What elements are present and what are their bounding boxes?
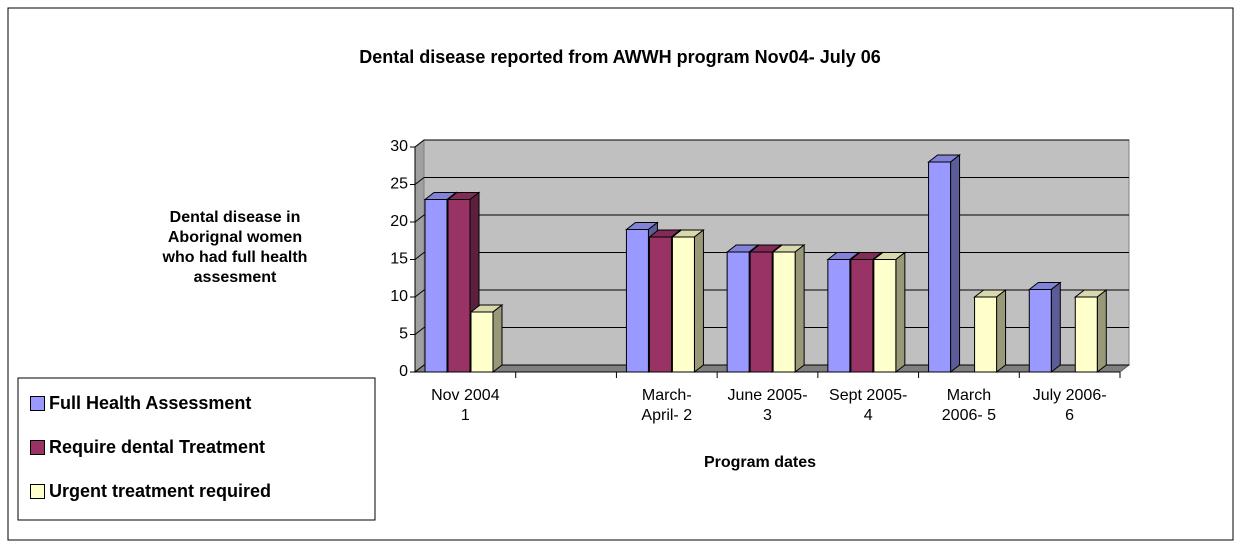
bar [625,229,649,373]
bar [726,251,750,373]
bar-side [1050,281,1061,374]
legend-swatch [30,396,45,411]
y-tick-label: 30 [390,138,408,155]
bar [974,296,998,373]
x-tick-label: Nov 2004 1 [431,387,500,424]
y-tick-label: 5 [399,326,408,343]
bar [671,236,695,373]
bar [928,161,952,373]
legend-box [17,377,376,521]
y-tick-label: 15 [390,251,408,268]
bar [447,199,471,373]
x-tick-label: July 2006- 6 [1032,387,1107,424]
bar [850,259,874,373]
grid-line-side [414,139,425,148]
legend-item: Urgent treatment required [30,481,271,502]
bar [648,236,672,373]
bar [1074,296,1098,373]
bar [424,199,448,373]
bar-side [693,228,704,374]
grid-line-side [414,214,425,223]
bar-side [895,251,906,374]
legend-label: Require dental Treatment [49,437,266,457]
x-tick-label: March 2006- 5 [941,387,997,424]
grid-line-side [414,252,425,260]
x-tick-label: Sept 2005- 4 [829,387,908,424]
bar [873,259,897,373]
grid-line-side [414,327,425,335]
y-tick-label: 0 [399,363,408,380]
y-tick-label: 20 [390,213,408,230]
bar [827,259,851,373]
y-axis-title: Dental disease in Aborignal women who ha… [162,209,308,286]
legend-item: Full Health Assessment [30,393,251,414]
bar-side [492,303,503,374]
chart-title: Dental disease reported from AWWH progra… [359,47,880,67]
x-tick-label: March- April- 2 [641,387,693,424]
legend-label: Full Health Assessment [49,393,252,413]
bar-side [794,243,805,374]
bar-side [950,153,961,374]
grid-line-side [414,289,425,298]
bar [1028,289,1052,373]
bar-side [996,288,1007,374]
legend-swatch [30,440,45,455]
legend-swatch [30,484,45,499]
legend-label: Urgent treatment required [49,481,272,501]
grid-line-side [414,177,425,185]
bar [470,311,494,373]
legend-item: Require dental Treatment [30,437,265,458]
bar [749,251,773,373]
grid-line-side [414,364,425,373]
y-tick-label: 10 [390,288,408,305]
bar-side [1096,288,1107,374]
x-axis-title: Program dates [704,454,816,471]
x-tick-label: June 2005- 3 [727,387,808,424]
y-tick-label: 25 [390,176,408,193]
bar [772,251,796,373]
